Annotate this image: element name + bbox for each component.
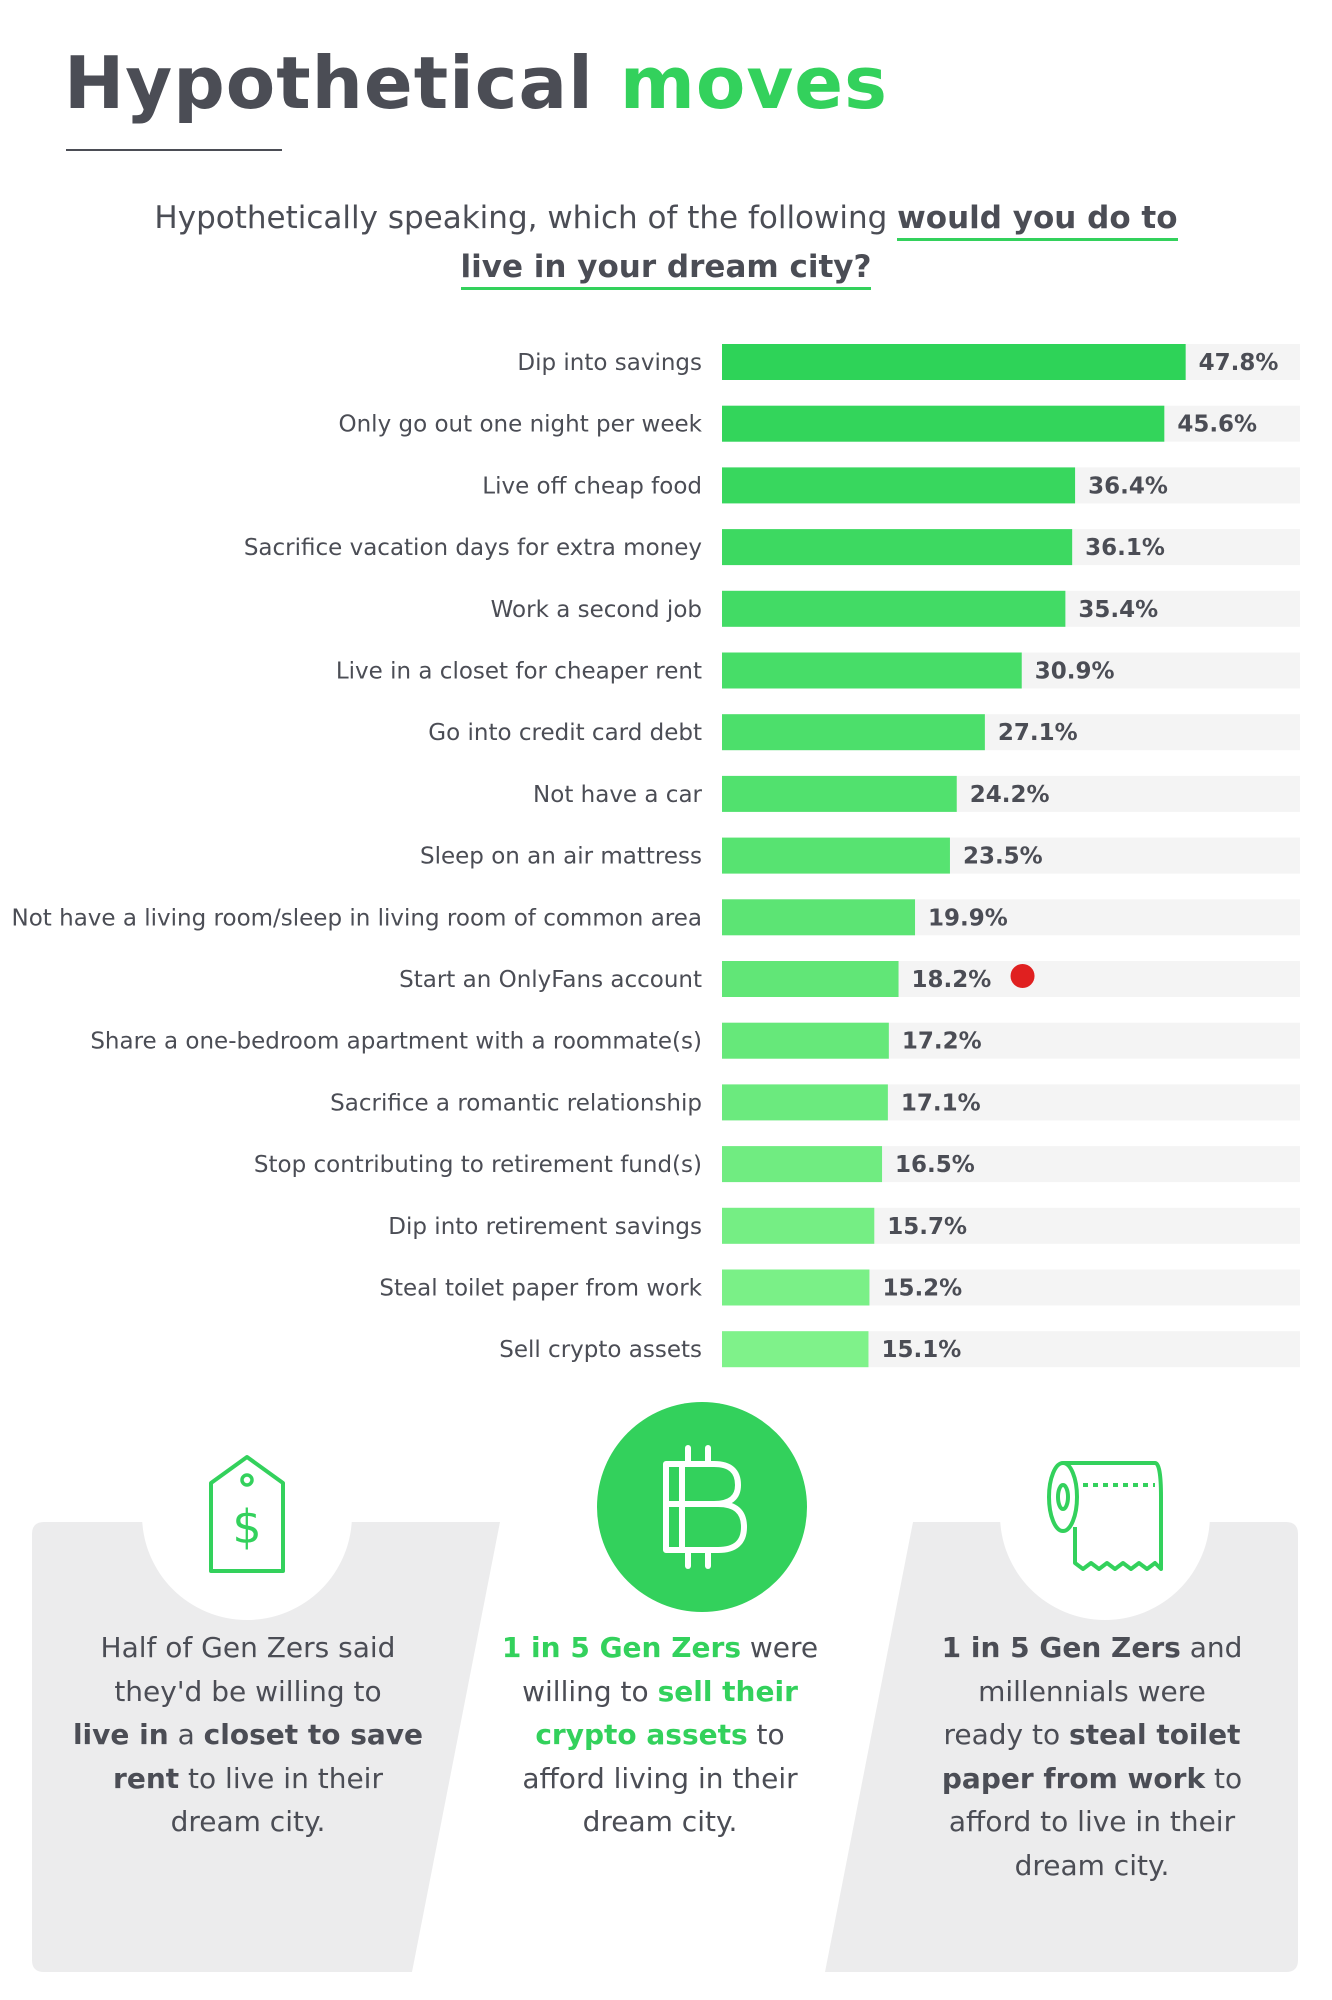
bar xyxy=(722,961,899,997)
bar xyxy=(722,529,1073,566)
value-label: 35.4% xyxy=(1078,597,1158,623)
category-label: Work a second job xyxy=(491,597,702,623)
bar xyxy=(722,1084,888,1121)
panel-right-bg xyxy=(825,1522,1298,1972)
value-label: 45.6% xyxy=(1177,412,1257,438)
panel-right-text: 1 in 5 Gen Zers and millennials were rea… xyxy=(941,1631,1243,1882)
category-label: Dip into retirement savings xyxy=(388,1214,702,1240)
category-label: Sacrifice a romantic relationship xyxy=(330,1090,702,1116)
category-label: Stop contributing to retirement fund(s) xyxy=(254,1152,702,1178)
value-label: 36.4% xyxy=(1088,473,1168,499)
panel-left-icon-disc: $ xyxy=(142,1410,352,1620)
category-label: Steal toilet paper from work xyxy=(379,1276,702,1302)
category-label: Go into credit card debt xyxy=(428,720,702,746)
category-label: Start an OnlyFans account xyxy=(399,967,702,993)
bar xyxy=(722,1207,875,1244)
panel-left-text: Half of Gen Zers said they'd be willing … xyxy=(72,1631,424,1838)
category-label: Share a one-bedroom apartment with a roo… xyxy=(90,1029,702,1055)
title-part-2: moves xyxy=(619,41,888,125)
value-label: 24.2% xyxy=(970,782,1050,808)
panel-backgrounds xyxy=(32,1522,1298,1972)
panel-center-text: 1 in 5 Gen Zers were willing to sell the… xyxy=(501,1631,819,1838)
value-label: 16.5% xyxy=(895,1152,975,1178)
value-label: 18.2% xyxy=(912,967,992,993)
category-label: Not have a living room/sleep in living r… xyxy=(12,905,702,931)
bitcoin-icon xyxy=(663,1445,747,1569)
price-tag-dollar-icon: $ xyxy=(209,1455,285,1573)
panel-center-icon-disc xyxy=(597,1402,807,1612)
title-divider xyxy=(66,149,282,151)
panel-right-icon-disc xyxy=(1000,1410,1210,1620)
value-label: 15.1% xyxy=(881,1337,961,1363)
subtitle-plain: Hypothetically speaking, which of the fo… xyxy=(154,200,888,236)
stat-panels: $ Half of Gen Zers said xyxy=(0,1380,1332,2000)
value-label: 23.5% xyxy=(963,844,1043,870)
category-label: Sacrifice vacation days for extra money xyxy=(244,535,702,561)
bar xyxy=(722,1022,889,1059)
bar xyxy=(722,714,985,751)
panel-left-bg xyxy=(32,1522,500,1972)
bar xyxy=(722,652,1022,689)
subtitle-highlight-1: would you do to xyxy=(897,200,1178,241)
category-label: Only go out one night per week xyxy=(339,412,703,438)
highlight-marker xyxy=(1010,964,1035,988)
svg-text:$: $ xyxy=(232,1500,261,1554)
subtitle-highlight-2: live in your dream city? xyxy=(460,249,872,290)
page-title: Hypothetical moves xyxy=(64,38,888,128)
title-part-1: Hypothetical xyxy=(64,41,594,125)
bar xyxy=(722,1146,883,1183)
category-label: Not have a car xyxy=(533,782,702,808)
category-label: Live off cheap food xyxy=(482,473,702,499)
bar-chart: Dip into savings 47.8% Only go out one nig… xyxy=(12,344,1300,1368)
bar xyxy=(722,590,1066,627)
bar xyxy=(722,899,916,936)
bar xyxy=(722,467,1076,504)
value-label: 19.9% xyxy=(928,905,1008,931)
chart-subtitle: Hypothetically speaking, which of the fo… xyxy=(0,194,1332,292)
value-label: 15.7% xyxy=(887,1214,967,1240)
value-label: 30.9% xyxy=(1035,659,1115,685)
value-label: 17.1% xyxy=(901,1090,981,1116)
category-label: Live in a closet for cheaper rent xyxy=(336,659,702,685)
bar xyxy=(722,775,957,812)
value-label: 17.2% xyxy=(902,1029,982,1055)
value-label: 27.1% xyxy=(998,720,1078,746)
toilet-paper-icon xyxy=(1047,1461,1163,1571)
bar xyxy=(722,837,950,874)
bar xyxy=(722,344,1186,380)
bar xyxy=(722,1331,869,1368)
value-label: 47.8% xyxy=(1199,350,1279,376)
value-label: 36.1% xyxy=(1085,535,1165,561)
category-label: Dip into savings xyxy=(517,350,702,376)
bar xyxy=(722,1269,870,1306)
value-label: 15.2% xyxy=(882,1276,962,1302)
bar xyxy=(722,405,1165,442)
category-label: Sell crypto assets xyxy=(499,1337,702,1363)
category-label: Sleep on an air mattress xyxy=(420,844,702,870)
